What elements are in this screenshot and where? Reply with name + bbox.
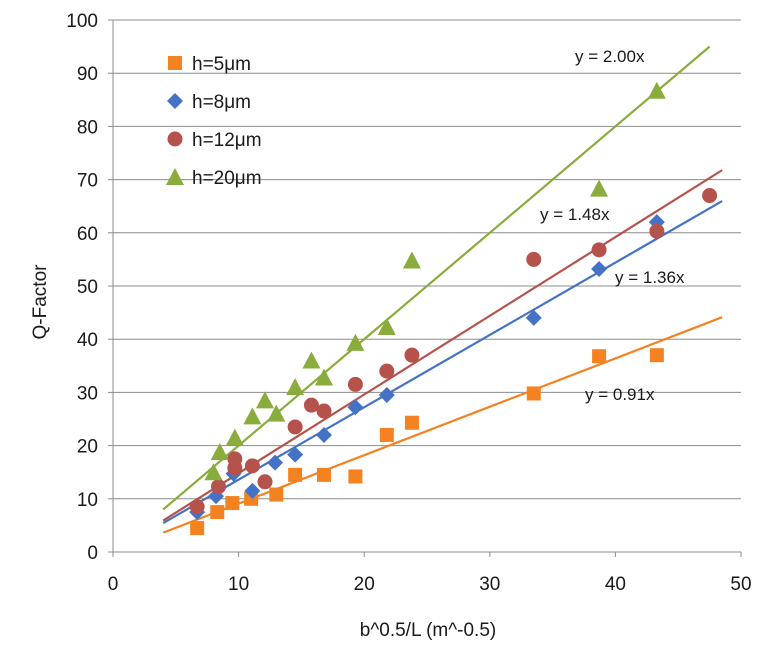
fit-equation: y = 2.00x (575, 47, 645, 66)
x-tick-label: 0 (108, 574, 119, 595)
x-tick-label: 10 (228, 574, 249, 595)
fit-lines (162, 45, 723, 534)
data-point (316, 426, 333, 443)
fit-equation: y = 1.48x (540, 205, 610, 224)
data-point (702, 188, 718, 204)
legend-marker (167, 93, 183, 109)
data-point (591, 242, 607, 258)
y-tick-label: 70 (77, 171, 98, 192)
data-point (287, 446, 304, 463)
legend-marker (168, 56, 182, 70)
y-tick-label: 20 (77, 437, 98, 458)
fit-equation: y = 0.91x (585, 385, 655, 404)
y-tick-label: 80 (77, 117, 98, 138)
data-point (404, 347, 420, 363)
data-point (347, 399, 364, 416)
legend-label: h=8μm (192, 92, 251, 113)
x-tick-label: 30 (479, 574, 500, 595)
data-point (227, 451, 243, 467)
data-point (225, 496, 240, 511)
data-point (257, 474, 273, 490)
data-point (269, 487, 284, 502)
data-point (526, 386, 541, 401)
y-tick-label: 0 (87, 543, 98, 564)
data-point (590, 179, 609, 197)
data-point (377, 317, 396, 335)
legend-label: h=12μm (192, 130, 262, 151)
data-point (649, 223, 665, 239)
data-point (649, 348, 664, 363)
data-point (287, 419, 303, 435)
data-points (189, 81, 718, 536)
data-point (211, 479, 227, 495)
data-point (244, 458, 260, 474)
data-point (210, 505, 225, 520)
data-point (189, 499, 205, 515)
data-point (317, 467, 332, 482)
y-tick-label: 90 (77, 64, 98, 85)
data-point (315, 368, 334, 386)
data-point (288, 467, 303, 482)
data-point (346, 333, 365, 351)
legend-marker (166, 168, 184, 185)
y-tick-label: 30 (77, 383, 98, 404)
y-tick-label: 60 (77, 224, 98, 245)
data-point (302, 351, 321, 369)
axes (108, 19, 742, 557)
legend-label: h=5μm (192, 54, 251, 75)
data-point (267, 404, 286, 422)
data-point (404, 415, 419, 430)
data-point (225, 428, 244, 446)
data-point (592, 349, 607, 364)
fit-equation: y = 1.36x (615, 268, 685, 287)
legend-marker (167, 131, 183, 147)
data-point (267, 454, 284, 471)
y-tick-labels: 0 10 20 30 40 50 60 70 80 90 100 (66, 11, 98, 564)
legend: h=5μm h=8μm h=12μm h=20μm (166, 54, 262, 189)
data-point (210, 442, 229, 460)
data-point (286, 378, 305, 396)
x-tick-labels: 0 10 20 30 40 50 (108, 574, 752, 595)
data-point (402, 251, 421, 269)
y-tick-label: 10 (77, 490, 98, 511)
fit-equations: y = 0.91x y = 1.36x y = 1.48x y = 2.00x (540, 47, 685, 404)
data-point (204, 463, 223, 481)
x-axis-label: b^0.5/L (m^-0.5) (360, 620, 496, 641)
data-point (347, 376, 363, 392)
y-tick-label: 100 (66, 11, 98, 32)
fit-line (162, 45, 711, 511)
y-tick-label: 50 (77, 277, 98, 298)
data-point (379, 363, 395, 379)
data-point (348, 469, 363, 484)
data-point (591, 260, 608, 277)
x-tick-label: 50 (730, 574, 751, 595)
data-point (378, 387, 395, 404)
y-tick-label: 40 (77, 330, 98, 351)
data-point (244, 482, 261, 499)
data-point (379, 427, 394, 442)
data-point (190, 521, 205, 536)
data-point (525, 309, 542, 326)
data-point (255, 391, 274, 409)
x-tick-label: 20 (354, 574, 375, 595)
legend-label: h=20μm (192, 168, 262, 189)
fit-line (162, 200, 723, 525)
data-point (243, 407, 262, 425)
data-point (526, 251, 542, 267)
data-point (303, 397, 319, 413)
data-point (647, 81, 666, 99)
data-point (316, 403, 332, 419)
x-tick-label: 40 (605, 574, 626, 595)
y-axis-label: Q-Factor (30, 264, 51, 340)
